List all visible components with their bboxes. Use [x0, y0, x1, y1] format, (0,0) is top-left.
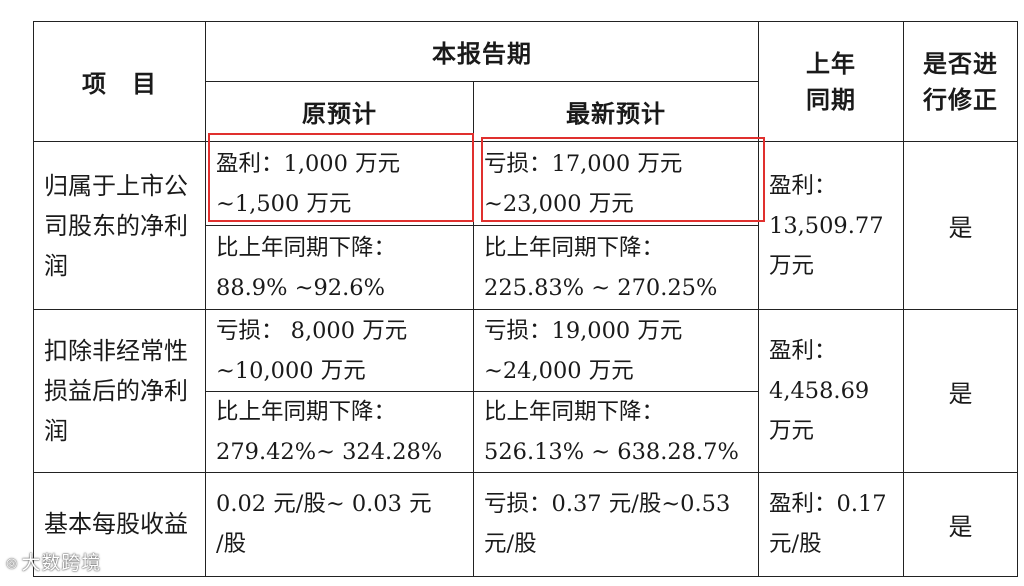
last-year-value: 盈利： 4,458.69 万元 — [758, 309, 904, 473]
watermark: ◎ 大数跨境 — [6, 548, 101, 575]
header-row-2: 原预计 最新预计 — [34, 81, 1018, 143]
original-forecast-value: 盈利：1,000 万元 ~1,500 万元 — [205, 141, 474, 227]
header-row-1: 项 目 本报告期 上年 同期 是否进 行修正 — [33, 20, 1018, 143]
revised-flag: 是 — [903, 309, 1018, 473]
header-item: 项 目 — [33, 20, 206, 143]
original-change: 比上年同期下降： 279.42%~ 324.28% — [205, 390, 474, 473]
earnings-forecast-table: 项 目 本报告期 上年 同期 是否进 行修正 原预计 最新预计 归属于上市公司股… — [33, 20, 1018, 578]
latest-forecast-value: 亏损：17,000 万元 ~23,000 万元 — [473, 141, 759, 227]
last-year-value: 盈利： 13,509.77 万元 — [758, 141, 904, 311]
latest-change: 比上年同期下降： 225.83% ~ 270.25% — [473, 225, 759, 311]
header-latest-forecast: 最新预计 — [473, 81, 759, 143]
original-change: 比上年同期下降： 88.9% ~92.6% — [205, 225, 474, 311]
header-revised: 是否进 行修正 — [903, 20, 1018, 143]
row-label: 扣除非经常性损益后的净利润 — [33, 309, 206, 473]
table-row: 比上年同期下降： 88.9% ~92.6% 比上年同期下降： 225.83% ~… — [34, 225, 1018, 311]
last-year-value: 盈利：0.17 元/股 — [758, 471, 904, 578]
header-original-forecast: 原预计 — [205, 81, 474, 143]
table-row: 归属于上市公司股东的净利润 盈利：1,000 万元 ~1,500 万元 亏损：1… — [33, 141, 1018, 311]
row-label: 基本每股收益 — [33, 471, 206, 578]
watermark-logo-icon: ◎ — [6, 556, 19, 571]
table-row: 比上年同期下降： 279.42%~ 324.28% 比上年同期下降： 526.1… — [34, 390, 1018, 473]
table-row: 基本每股收益 0.02 元/股~ 0.03 元 /股 亏损：0.37 元/股~0… — [33, 471, 1018, 578]
watermark-text: 大数跨境 — [21, 552, 102, 574]
original-forecast-value: 0.02 元/股~ 0.03 元 /股 — [205, 471, 474, 578]
row-label: 归属于上市公司股东的净利润 — [33, 141, 206, 311]
header-current-period: 本报告期 — [205, 20, 759, 83]
latest-forecast-value: 亏损：19,000 万元 ~24,000 万元 — [473, 309, 759, 392]
latest-forecast-value: 亏损：0.37 元/股~0.53 元/股 — [473, 471, 759, 578]
revised-flag: 是 — [903, 471, 1018, 578]
latest-change: 比上年同期下降： 526.13% ~ 638.28.7% — [473, 390, 759, 473]
table-row: 扣除非经常性损益后的净利润 亏损： 8,000 万元 ~10,000 万元 亏损… — [33, 309, 1018, 473]
original-forecast-value: 亏损： 8,000 万元 ~10,000 万元 — [205, 309, 474, 392]
header-last-year: 上年 同期 — [758, 20, 904, 143]
revised-flag: 是 — [903, 141, 1018, 311]
